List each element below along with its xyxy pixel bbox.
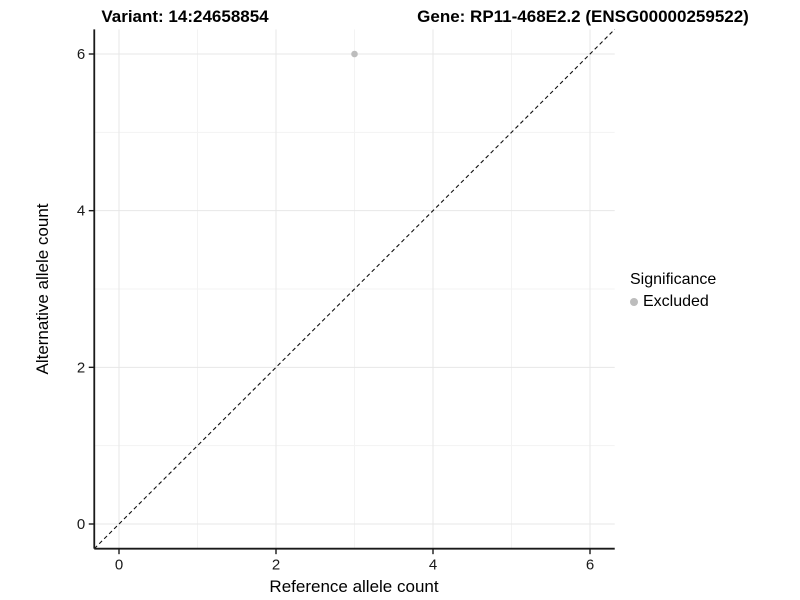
x-tick-label: 2 [272, 557, 280, 574]
x-axis-title: Reference allele count [269, 577, 439, 596]
y-tick-label: 0 [77, 516, 85, 533]
excluded-point-icon [630, 298, 638, 306]
x-tick-label: 4 [429, 557, 437, 574]
legend-entry-excluded: Excluded [630, 292, 716, 312]
data-point-excluded [351, 50, 358, 58]
gene-title: Gene: RP11-468E2.2 (ENSG00000259522) [417, 7, 749, 26]
y-tick-label: 2 [77, 359, 85, 376]
x-tick-label: 0 [115, 557, 123, 574]
identity-dashed-line [93, 28, 616, 550]
y-tick-label: 6 [77, 46, 85, 63]
variant-title: Variant: 14:24658854 [101, 7, 269, 26]
legend: Significance Excluded [630, 271, 716, 312]
x-tick-label: 6 [586, 557, 594, 574]
y-axis-title: Alternative allele count [33, 203, 52, 375]
legend-entry-label: Excluded [643, 293, 709, 310]
legend-title: Significance [630, 271, 717, 288]
y-tick-label: 4 [77, 203, 85, 220]
